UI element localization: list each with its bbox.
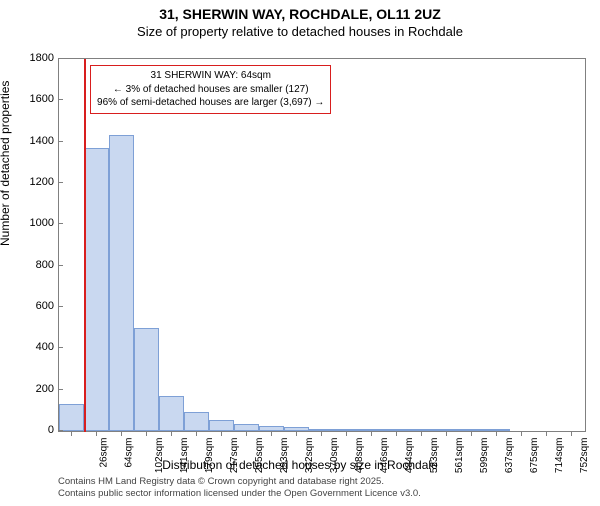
y-tick-label: 0 (14, 424, 54, 436)
histogram-bar (209, 420, 234, 431)
y-tick-label: 600 (14, 300, 54, 312)
x-tick-mark (546, 431, 547, 436)
y-tick-label: 400 (14, 341, 54, 353)
y-tick-mark (58, 141, 63, 142)
y-tick-mark (58, 389, 63, 390)
chart-title-line2: Size of property relative to detached ho… (0, 24, 600, 39)
x-tick-mark (446, 431, 447, 436)
y-tick-label: 800 (14, 259, 54, 271)
chart-title-line1: 31, SHERWIN WAY, ROCHDALE, OL11 2UZ (0, 6, 600, 22)
x-tick-mark (321, 431, 322, 436)
y-tick-label: 1800 (14, 52, 54, 64)
x-tick-mark (471, 431, 472, 436)
histogram-bar (284, 427, 309, 431)
x-tick-mark (521, 431, 522, 436)
property-marker-line (84, 59, 86, 432)
histogram-bar (259, 426, 284, 431)
y-tick-label: 1200 (14, 176, 54, 188)
x-tick-mark (396, 431, 397, 436)
x-tick-mark (96, 431, 97, 436)
y-tick-mark (58, 347, 63, 348)
x-tick-mark (346, 431, 347, 436)
y-axis-label: Number of detached properties (0, 81, 12, 246)
annotation-line3: 96% of semi-detached houses are larger (… (97, 96, 324, 110)
histogram-bar (159, 396, 184, 431)
y-tick-label: 200 (14, 383, 54, 395)
y-tick-label: 1600 (14, 93, 54, 105)
x-tick-mark (371, 431, 372, 436)
y-tick-label: 1000 (14, 217, 54, 229)
footnote-line2: Contains public sector information licen… (58, 488, 421, 500)
x-tick-mark (171, 431, 172, 436)
footnote-line1: Contains HM Land Registry data © Crown c… (58, 476, 421, 488)
y-tick-mark (58, 182, 63, 183)
y-tick-mark (58, 58, 63, 59)
x-tick-mark (296, 431, 297, 436)
footnote: Contains HM Land Registry data © Crown c… (58, 476, 421, 500)
x-tick-mark (196, 431, 197, 436)
y-tick-label: 1400 (14, 135, 54, 147)
x-tick-mark (571, 431, 572, 436)
x-axis-label: Distribution of detached houses by size … (0, 458, 600, 472)
histogram-bar (109, 135, 134, 431)
x-tick-mark (121, 431, 122, 436)
y-tick-mark (58, 430, 63, 431)
x-tick-mark (71, 431, 72, 436)
y-tick-mark (58, 306, 63, 307)
histogram-bar (134, 328, 159, 431)
histogram-bar (184, 412, 209, 431)
y-tick-mark (58, 99, 63, 100)
x-tick-mark (496, 431, 497, 436)
histogram-bar (59, 404, 84, 431)
histogram-bar (234, 424, 259, 431)
y-tick-mark (58, 223, 63, 224)
x-tick-mark (421, 431, 422, 436)
y-tick-mark (58, 265, 63, 266)
x-tick-mark (146, 431, 147, 436)
x-tick-mark (221, 431, 222, 436)
annotation-box: 31 SHERWIN WAY: 64sqm← 3% of detached ho… (90, 65, 331, 114)
annotation-line1: 31 SHERWIN WAY: 64sqm (97, 69, 324, 83)
annotation-line2: ← 3% of detached houses are smaller (127… (97, 83, 324, 97)
x-tick-mark (271, 431, 272, 436)
plot-area: 31 SHERWIN WAY: 64sqm← 3% of detached ho… (58, 58, 586, 432)
x-tick-mark (246, 431, 247, 436)
histogram-bar (84, 148, 109, 431)
